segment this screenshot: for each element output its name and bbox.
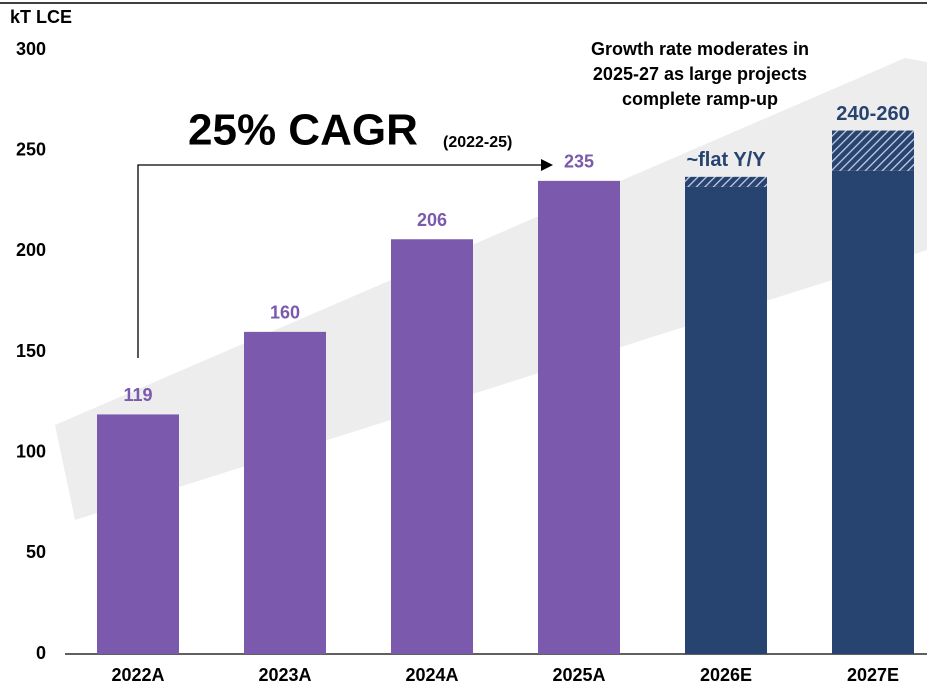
estimate-label: ~flat Y/Y <box>686 149 766 171</box>
value-label: 235 <box>564 152 594 172</box>
y-tick-label: 200 <box>16 240 46 260</box>
estimate-bar <box>832 170 914 655</box>
cagr-period: (2022-25) <box>443 134 512 151</box>
x-tick-label: 2026E <box>700 665 752 685</box>
cagr-arrow <box>137 164 543 358</box>
y-tick-label: 250 <box>16 139 46 159</box>
note-line: Growth rate moderates in <box>591 39 809 59</box>
note-line: 2025-27 as large projects <box>593 64 807 84</box>
bar <box>391 239 473 654</box>
x-tick-label: 2023A <box>258 665 311 685</box>
value-label: 206 <box>417 210 447 230</box>
bar <box>244 331 326 654</box>
y-tick-label: 50 <box>26 542 46 562</box>
y-tick-label: 100 <box>16 441 46 461</box>
x-tick-label: 2027E <box>847 665 899 685</box>
x-tick-label: 2024A <box>405 665 458 685</box>
background-arrow <box>55 58 927 520</box>
value-label: 119 <box>123 385 152 405</box>
note-line: complete ramp-up <box>622 89 778 109</box>
estimate-bar <box>685 186 767 654</box>
x-tick-label: 2022A <box>111 665 164 685</box>
y-axis-title: kT LCE <box>10 7 72 27</box>
cagr-label: 25% CAGR <box>188 106 418 155</box>
value-label: 160 <box>270 303 300 323</box>
estimate-range <box>832 130 914 171</box>
estimate-label: 240-260 <box>836 103 909 125</box>
bar <box>538 180 620 654</box>
estimate-range <box>685 176 767 187</box>
bar <box>97 414 179 654</box>
y-tick-label: 150 <box>16 341 46 361</box>
y-tick-label: 300 <box>16 39 46 59</box>
cagr-arrowhead <box>541 159 553 171</box>
y-tick-label: 0 <box>36 643 46 663</box>
x-tick-label: 2025A <box>552 665 605 685</box>
